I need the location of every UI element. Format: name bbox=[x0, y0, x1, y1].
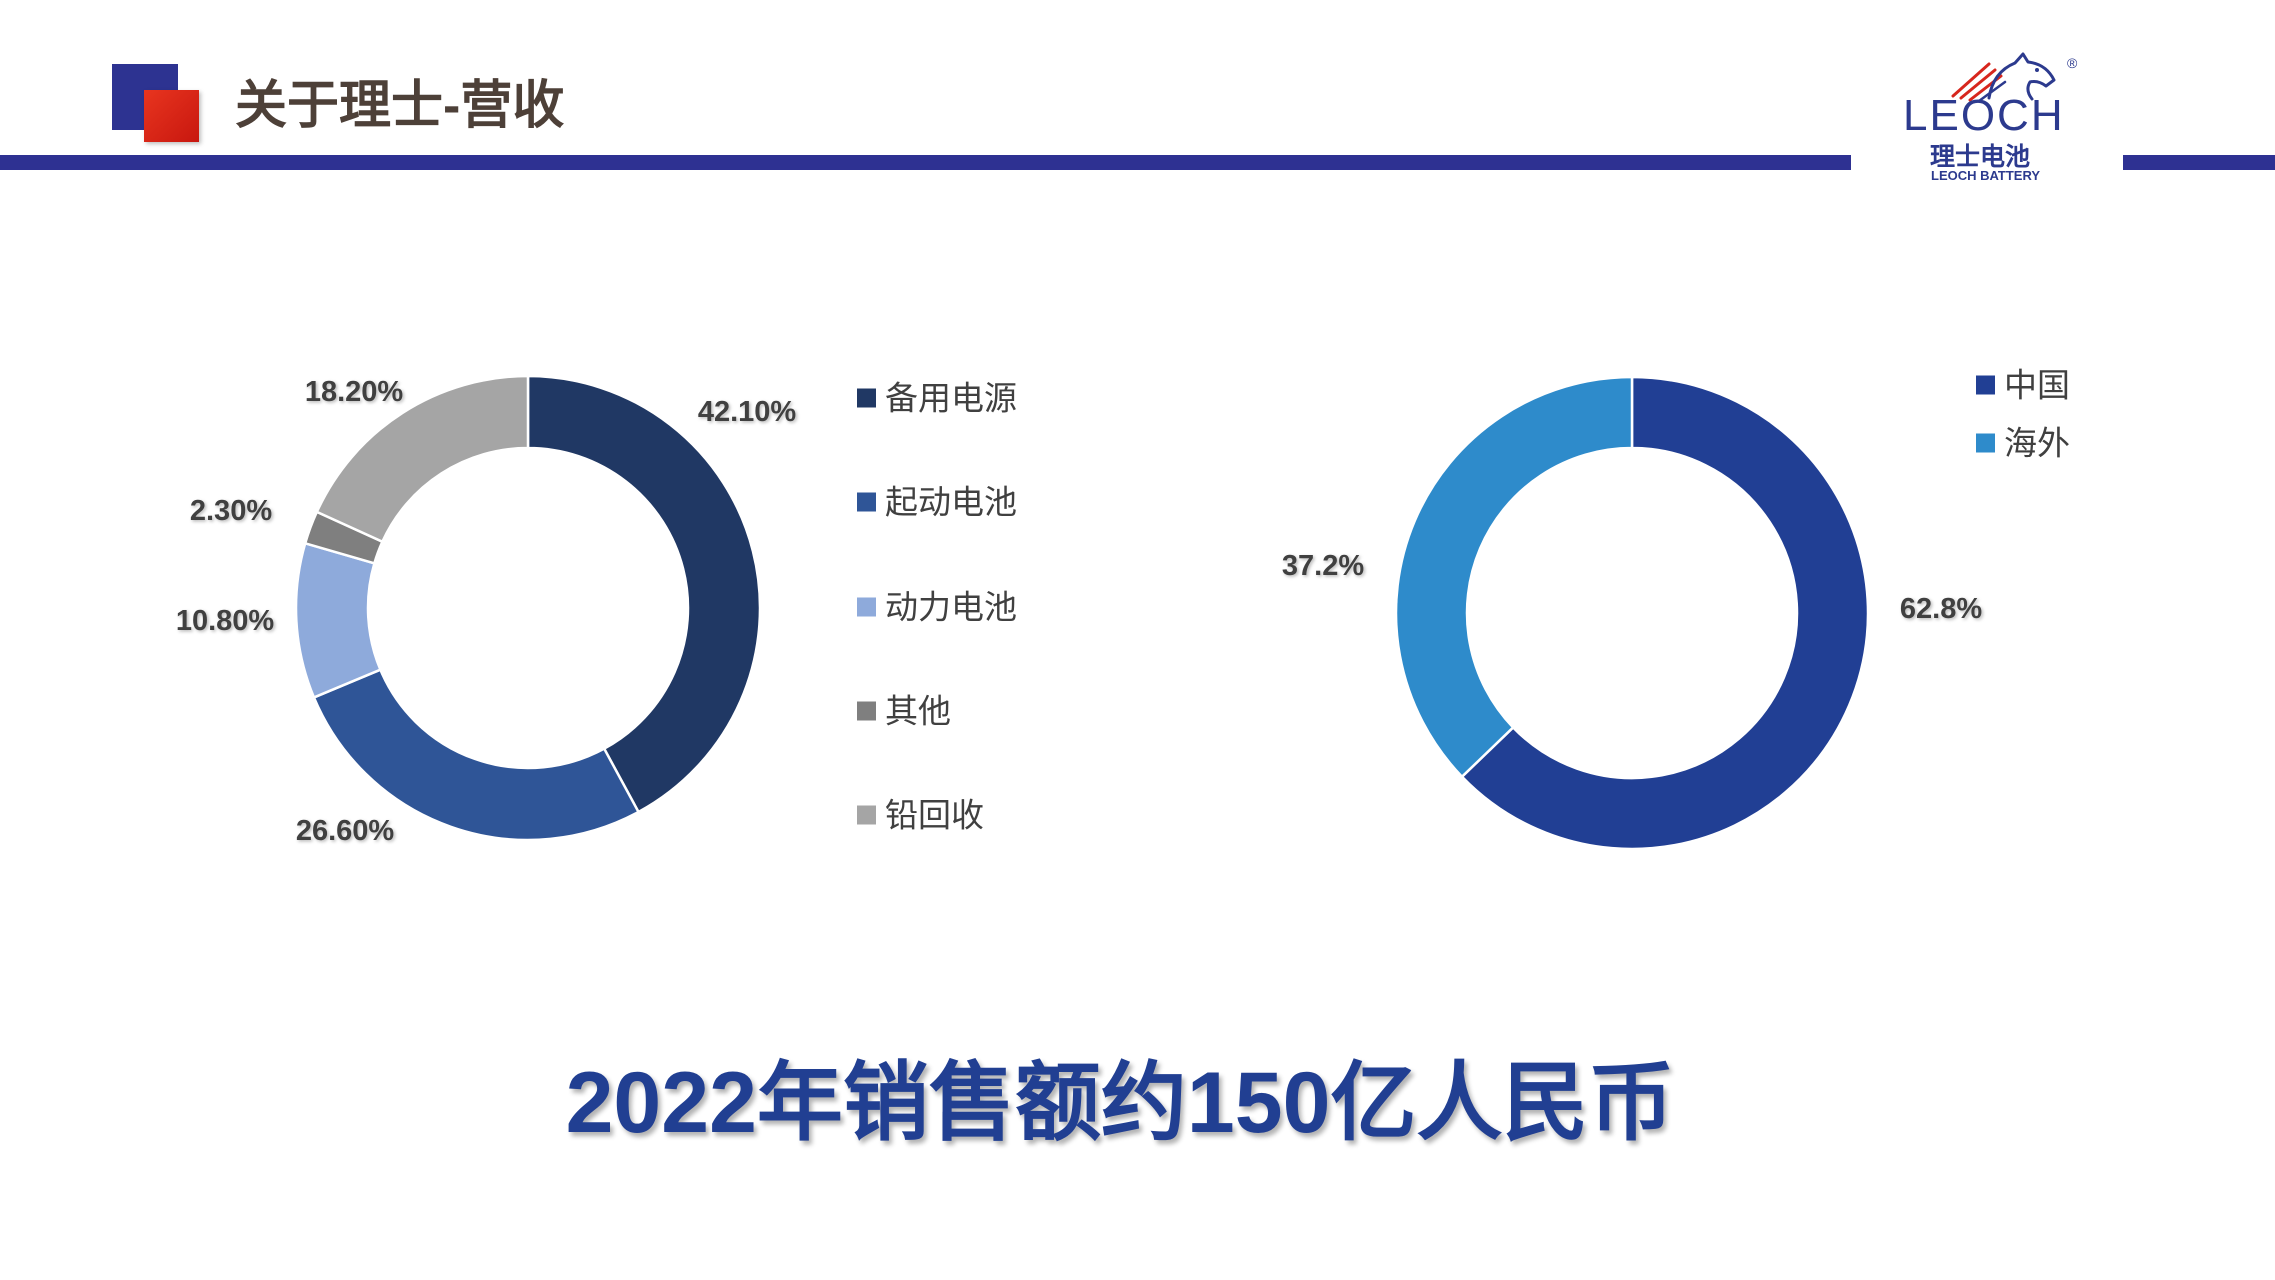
donut2-legend-label-1: 海外 bbox=[2004, 425, 2070, 462]
logo-english-name: LEOCH BATTERY bbox=[1931, 168, 2041, 183]
donut2-legend-label-0: 中国 bbox=[2004, 367, 2070, 404]
horse-head-icon bbox=[1951, 52, 2056, 103]
donut1-legend-item-4: 铅回收 bbox=[857, 797, 984, 834]
sales-summary-text: 2022年销售额约150亿人民币 bbox=[565, 1055, 1675, 1151]
donut1-legend-item-1: 起动电池 bbox=[857, 484, 1017, 521]
donut1-legend-label-4: 铅回收 bbox=[885, 797, 984, 834]
donut1-data-label-0: 42.10% bbox=[698, 396, 797, 428]
donut1-data-label-4: 18.20% bbox=[305, 376, 404, 408]
leoch-logo: ® LEOCH 理士电池 LEOCH BATTERY bbox=[1895, 50, 2085, 190]
donut2-legend-item-0: 中国 bbox=[1976, 367, 2070, 404]
donut1-legend-label-0: 备用电源 bbox=[885, 380, 1017, 417]
logo-brand-text: LEOCH bbox=[1903, 91, 2065, 140]
donut2-legend-swatch-0 bbox=[1976, 375, 1995, 395]
donut1-data-label-3: 2.30% bbox=[190, 495, 272, 527]
header-divider-right bbox=[2123, 155, 2275, 170]
donut1-slice-0 bbox=[526, 374, 762, 814]
donut1-data-label-1: 26.60% bbox=[296, 815, 395, 847]
logo-chinese-name: 理士电池 bbox=[1930, 142, 2031, 171]
donut1-legend-label-3: 其他 bbox=[885, 693, 951, 730]
donut1-slice-4 bbox=[315, 374, 530, 544]
donut2-legend-swatch-1 bbox=[1976, 433, 1995, 453]
donut1-legend-label-1: 起动电池 bbox=[885, 484, 1017, 521]
donut1-legend-swatch-2 bbox=[857, 597, 876, 617]
donut1-legend-item-3: 其他 bbox=[857, 693, 951, 730]
donut2-slice-0 bbox=[1460, 375, 1870, 851]
header-divider-left bbox=[0, 155, 1851, 170]
donut1-legend-swatch-4 bbox=[857, 805, 876, 825]
registered-mark: ® bbox=[2067, 55, 2078, 71]
donut1-legend-item-0: 备用电源 bbox=[857, 380, 1017, 417]
donut1-slice-1 bbox=[312, 668, 641, 842]
donut1-legend-swatch-1 bbox=[857, 492, 876, 512]
donut2-legend-item-1: 海外 bbox=[1976, 425, 2070, 462]
donut1-data-label-2: 10.80% bbox=[176, 605, 275, 637]
donut2-slice-1 bbox=[1394, 375, 1634, 779]
donut2-data-label-0: 62.8% bbox=[1900, 593, 1982, 625]
header-red-square bbox=[144, 90, 199, 142]
donut1-legend-label-2: 动力电池 bbox=[885, 589, 1017, 626]
donut2-data-label-1: 37.2% bbox=[1282, 550, 1364, 582]
donut1-legend-swatch-0 bbox=[857, 388, 876, 408]
page-title: 关于理士-营收 bbox=[235, 77, 565, 135]
donut1-legend-swatch-3 bbox=[857, 701, 876, 721]
donut1-legend-item-2: 动力电池 bbox=[857, 589, 1017, 626]
